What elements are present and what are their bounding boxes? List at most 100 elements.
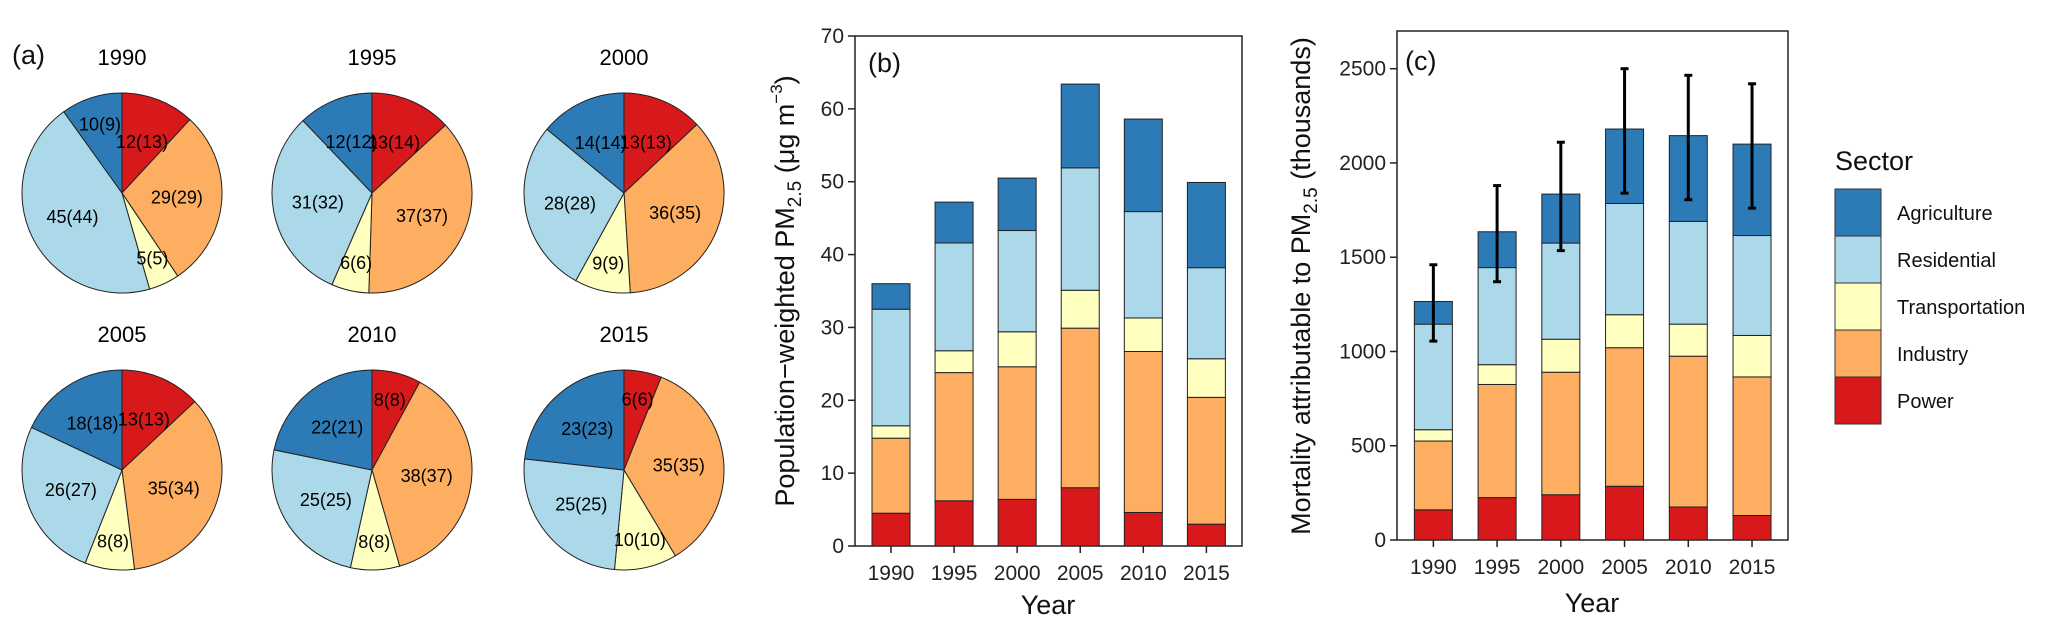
bar-segment-power bbox=[1732, 514, 1772, 541]
pie-title: 2005 bbox=[98, 322, 147, 347]
pie-label: 9(9) bbox=[592, 253, 624, 273]
x-tick-label: 2010 bbox=[1120, 562, 1167, 585]
bar-segment-power bbox=[1605, 485, 1645, 541]
bar-segment-transportation bbox=[871, 425, 911, 439]
bar-segment-power bbox=[1413, 509, 1453, 541]
pie-slice-industry bbox=[371, 381, 473, 567]
bar-segment-residential bbox=[1541, 242, 1581, 340]
pie-title: 2015 bbox=[600, 322, 649, 347]
pie-label: 13(13) bbox=[620, 133, 672, 153]
y-tick-label: 20 bbox=[821, 389, 844, 412]
panel-b-ylabel: Population−weighted PM2.5 (μg m−3) bbox=[767, 75, 806, 506]
x-tick-label: 1995 bbox=[1474, 556, 1521, 579]
bar-segment-residential bbox=[1123, 211, 1163, 319]
y-tick-label: 1000 bbox=[1339, 340, 1386, 363]
bar-segment-transportation bbox=[1605, 314, 1645, 349]
bar-segment-power bbox=[934, 500, 974, 547]
bar-segment-residential bbox=[1605, 202, 1645, 316]
x-tick-label: 1990 bbox=[1410, 556, 1457, 579]
bar-segment-power bbox=[1477, 497, 1517, 541]
x-tick-label: 1995 bbox=[931, 562, 978, 585]
x-tick-label: 2000 bbox=[994, 562, 1041, 585]
pie-label: 6(6) bbox=[622, 389, 654, 409]
y-tick-label: 30 bbox=[821, 316, 844, 339]
pie-label: 10(10) bbox=[614, 530, 666, 550]
x-tick-label: 2015 bbox=[1183, 562, 1230, 585]
y-tick-label: 0 bbox=[1374, 529, 1386, 552]
bar-segment-residential bbox=[1186, 267, 1226, 360]
pie-slice-agriculture bbox=[546, 92, 625, 195]
pie-title: 1995 bbox=[348, 45, 397, 70]
pie-slice-residential bbox=[523, 128, 625, 282]
legend-label-transportation: Transportation bbox=[1897, 297, 2025, 319]
pie-label: 25(25) bbox=[555, 495, 607, 515]
pie-label: 23(23) bbox=[561, 419, 613, 439]
legend-key-power bbox=[1834, 376, 1882, 425]
bar-segment-agriculture bbox=[1186, 181, 1226, 269]
bar-segment-industry bbox=[1413, 440, 1453, 511]
bar-segment-power bbox=[1060, 487, 1100, 547]
bar-segment-power bbox=[1668, 506, 1708, 541]
panel-a-label: (a) bbox=[12, 40, 45, 70]
pie-label: 13(14) bbox=[368, 133, 420, 153]
bar-segment-transportation bbox=[1732, 334, 1772, 378]
bar-segment-industry bbox=[871, 437, 911, 514]
pie-slice-power bbox=[121, 92, 191, 195]
panel-b-xlabel: Year bbox=[1021, 590, 1076, 620]
pie-slice-agriculture bbox=[30, 369, 123, 471]
legend-label-industry: Industry bbox=[1897, 344, 1968, 366]
panel-c-label: (c) bbox=[1405, 46, 1436, 76]
bar-segment-industry bbox=[934, 372, 974, 502]
bar-segment-transportation bbox=[1541, 338, 1581, 373]
pie-label: 31(32) bbox=[292, 193, 344, 213]
x-tick-label: 2005 bbox=[1057, 562, 1104, 585]
pie-label: 37(37) bbox=[396, 206, 448, 226]
pie-label: 8(8) bbox=[374, 390, 406, 410]
legend-title: Sector bbox=[1835, 146, 1913, 176]
pie-slice-power bbox=[121, 369, 196, 472]
y-tick-label: 2000 bbox=[1339, 152, 1386, 175]
pie-label: 8(8) bbox=[97, 531, 129, 551]
bar-segment-residential bbox=[871, 308, 911, 427]
y-tick-label: 1500 bbox=[1339, 246, 1386, 269]
bar-segment-transportation bbox=[934, 350, 974, 374]
bar-segment-agriculture bbox=[934, 201, 974, 244]
x-tick-label: 2000 bbox=[1537, 556, 1584, 579]
pie-label: 35(35) bbox=[653, 456, 705, 476]
bar-segment-power bbox=[997, 498, 1037, 547]
pie-label: 36(35) bbox=[649, 203, 701, 223]
pie-slice-agriculture bbox=[524, 369, 625, 471]
bar-segment-industry bbox=[1060, 327, 1100, 489]
panel-b-label: (b) bbox=[868, 48, 901, 78]
pie-slice-industry bbox=[368, 124, 473, 294]
bar-segment-transportation bbox=[1123, 317, 1163, 352]
bar-segment-transportation bbox=[1060, 289, 1100, 329]
y-tick-label: 10 bbox=[821, 462, 844, 485]
pie-label: 5(5) bbox=[136, 248, 168, 268]
bar-segment-residential bbox=[1060, 167, 1100, 291]
pie-label: 38(37) bbox=[401, 466, 453, 486]
bar-segment-residential bbox=[1477, 267, 1517, 366]
legend-key-agriculture bbox=[1834, 188, 1882, 237]
bar-segment-power bbox=[1541, 494, 1581, 541]
legend-label-agriculture: Agriculture bbox=[1897, 203, 1993, 225]
pie-label: 28(28) bbox=[544, 193, 596, 213]
bar-segment-industry bbox=[1541, 371, 1581, 496]
panel-c-ylabel: Mortality attributable to PM2.5 (thousan… bbox=[1286, 37, 1322, 535]
bar-segment-power bbox=[1186, 523, 1226, 547]
bar-segment-residential bbox=[934, 242, 974, 352]
bar-segment-industry bbox=[1605, 347, 1645, 487]
pie-label: 12(13) bbox=[116, 132, 168, 152]
pie-label: 29(29) bbox=[151, 187, 203, 207]
y-tick-label: 2500 bbox=[1339, 58, 1386, 81]
pie-label: 35(34) bbox=[148, 479, 200, 499]
legend-label-power: Power bbox=[1897, 391, 1954, 413]
bar-segment-residential bbox=[1668, 220, 1708, 325]
bar-segment-industry bbox=[997, 366, 1037, 500]
pie-label: 12(12) bbox=[326, 132, 378, 152]
y-tick-label: 70 bbox=[821, 25, 844, 48]
pie-label: 18(18) bbox=[67, 414, 119, 434]
panel-c-xlabel: Year bbox=[1565, 588, 1620, 618]
pie-slice-power bbox=[623, 92, 698, 195]
